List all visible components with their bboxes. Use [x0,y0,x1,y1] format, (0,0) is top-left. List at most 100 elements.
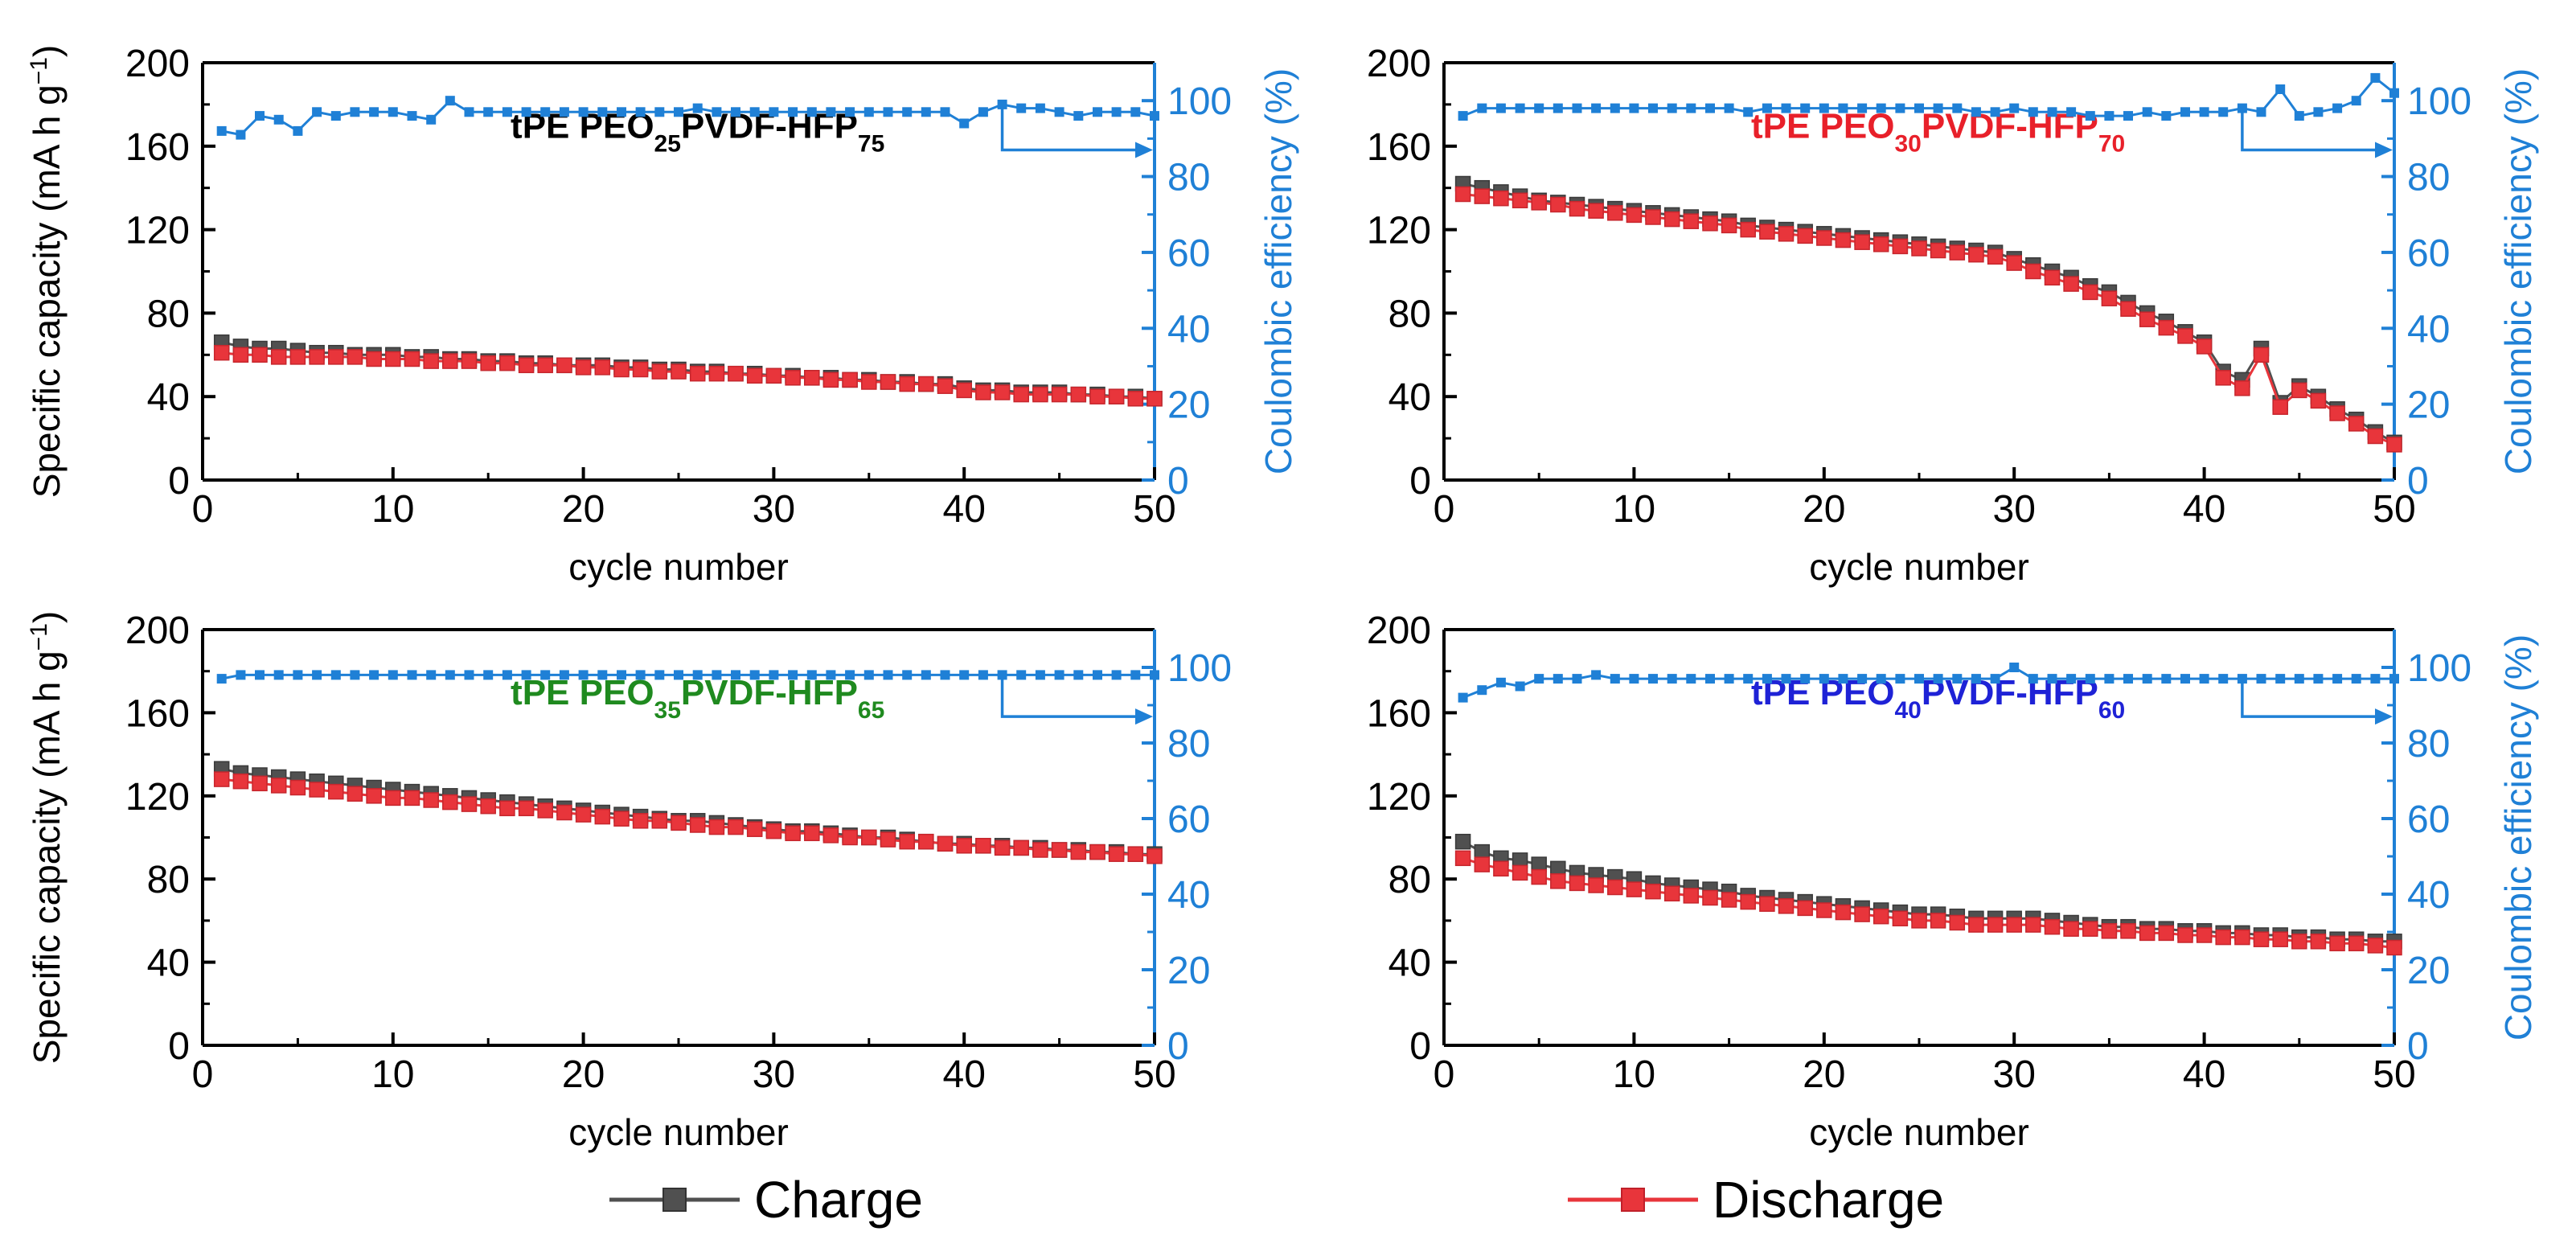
data-point [2237,674,2247,684]
data-point [270,778,287,794]
data-point [1819,674,1829,684]
data-point [1778,226,1795,242]
data-point [350,670,360,680]
data-point [1073,111,1084,121]
data-point [2199,674,2209,684]
data-point [746,821,763,837]
data-point [423,353,439,369]
data-point [902,670,913,680]
data-point [1610,103,1620,113]
data-point [1743,674,1754,684]
data-point [937,835,954,852]
data-point [213,771,230,787]
data-point [312,107,322,117]
y-tick-label: 200 [125,610,190,652]
data-point [806,107,817,117]
data-point [2199,107,2209,117]
data-point [959,670,970,680]
data-point [273,670,284,680]
y-axis-title-end: ) [26,45,68,57]
data-point [785,370,801,386]
data-point [2066,674,2077,684]
data-point [1857,103,1868,113]
data-point [1572,103,1582,113]
data-point [2028,107,2038,117]
y2-tick-label: 100 [1167,647,1232,690]
data-point [1949,244,1966,261]
data-point [2218,107,2229,117]
data-point [842,829,858,846]
data-point [1016,670,1027,680]
data-point [2272,931,2288,947]
data-point [289,349,306,365]
data-point [1588,877,1604,893]
data-point [728,819,744,835]
data-point [1493,860,1509,877]
data-point [464,670,474,680]
data-point [861,829,877,846]
data-point [863,107,874,117]
data-point [692,103,703,113]
series-coulombic-efficiency [1458,663,2399,703]
x-tick-label: 50 [2373,1053,2415,1096]
y-tick-label: 120 [125,776,190,819]
data-point [1512,192,1528,209]
data-point [1493,190,1509,207]
data-point [521,107,531,117]
data-point [883,670,893,680]
data-point [2272,399,2288,415]
data-point [1911,913,1927,929]
data-point [2351,96,2361,106]
chart-panel-top-left: 0 10 20 30 40 5004080120160200020406080100cyc… [26,43,1300,588]
data-point [671,363,687,380]
data-point [749,107,760,117]
axis-arrow-head [2375,142,2393,158]
data-point [1667,674,1677,684]
data-point [746,367,763,384]
data-point [559,670,569,680]
data-point [1816,230,1832,246]
data-point [1108,388,1125,404]
data-point [597,670,608,680]
y2-tick-label: 60 [1167,798,1210,841]
data-point [1895,674,1905,684]
data-point [671,815,687,831]
data-point [2234,929,2250,946]
data-point [1150,111,1159,121]
data-point [2196,927,2213,943]
data-point [1626,207,1643,224]
data-point [1933,103,1943,113]
data-point [1743,107,1754,117]
data-point [1702,889,1718,906]
series-discharge [1454,186,2402,453]
data-point [1914,103,1924,113]
data-point [1759,896,1775,912]
data-point [1013,839,1029,856]
data-point [918,833,934,850]
data-point [2215,370,2231,386]
legend-charge: Charge [609,1171,923,1229]
data-point [1816,902,1832,918]
data-point [654,107,665,117]
data-point [1705,103,1715,113]
y2-tick-label: 40 [2407,874,2450,917]
data-point [1591,103,1602,113]
data-point [765,367,782,384]
y2-tick-label: 20 [2407,384,2450,427]
data-point [426,114,437,125]
data-point [312,670,322,680]
y2-tick-label: 20 [1167,384,1210,427]
data-point [252,347,268,363]
data-point [1838,103,1848,113]
series-coulombic-efficiency [216,670,1159,684]
data-point [1686,103,1696,113]
y-axis-title: Specific capacity (mA h g−1) [26,611,68,1064]
data-point [1800,103,1811,113]
data-point [822,371,839,388]
data-point [2291,934,2307,950]
y-tick-label: 160 [125,692,190,735]
data-point [806,670,817,680]
data-point [1054,670,1064,680]
data-point [1895,103,1905,113]
axis-arrow-head [1135,142,1153,158]
